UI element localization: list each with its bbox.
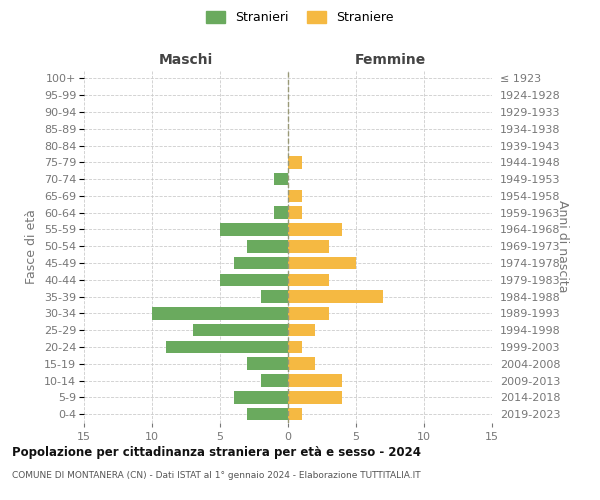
Bar xyxy=(152,307,288,320)
Bar xyxy=(193,324,288,336)
Bar xyxy=(247,408,288,420)
Bar xyxy=(288,206,302,219)
Text: Popolazione per cittadinanza straniera per età e sesso - 2024: Popolazione per cittadinanza straniera p… xyxy=(12,446,421,459)
Text: Femmine: Femmine xyxy=(355,52,425,66)
Bar xyxy=(288,358,315,370)
Bar xyxy=(220,274,288,286)
Bar xyxy=(288,190,302,202)
Bar xyxy=(288,307,329,320)
Bar xyxy=(288,374,343,387)
Bar xyxy=(166,340,288,353)
Y-axis label: Fasce di età: Fasce di età xyxy=(25,209,38,284)
Text: Maschi: Maschi xyxy=(159,52,213,66)
Bar xyxy=(288,324,315,336)
Bar xyxy=(247,358,288,370)
Y-axis label: Anni di nascita: Anni di nascita xyxy=(556,200,569,292)
Bar xyxy=(233,391,288,404)
Bar xyxy=(288,391,343,404)
Bar xyxy=(247,240,288,252)
Legend: Stranieri, Straniere: Stranieri, Straniere xyxy=(202,6,398,29)
Bar xyxy=(288,408,302,420)
Bar xyxy=(220,223,288,236)
Text: COMUNE DI MONTANERA (CN) - Dati ISTAT al 1° gennaio 2024 - Elaborazione TUTTITAL: COMUNE DI MONTANERA (CN) - Dati ISTAT al… xyxy=(12,472,421,480)
Bar xyxy=(288,223,343,236)
Bar xyxy=(288,340,302,353)
Bar xyxy=(261,374,288,387)
Bar xyxy=(274,206,288,219)
Bar xyxy=(288,256,356,270)
Bar xyxy=(288,274,329,286)
Bar xyxy=(274,173,288,186)
Bar xyxy=(288,240,329,252)
Bar xyxy=(261,290,288,303)
Bar xyxy=(233,256,288,270)
Bar xyxy=(288,156,302,168)
Bar xyxy=(288,290,383,303)
